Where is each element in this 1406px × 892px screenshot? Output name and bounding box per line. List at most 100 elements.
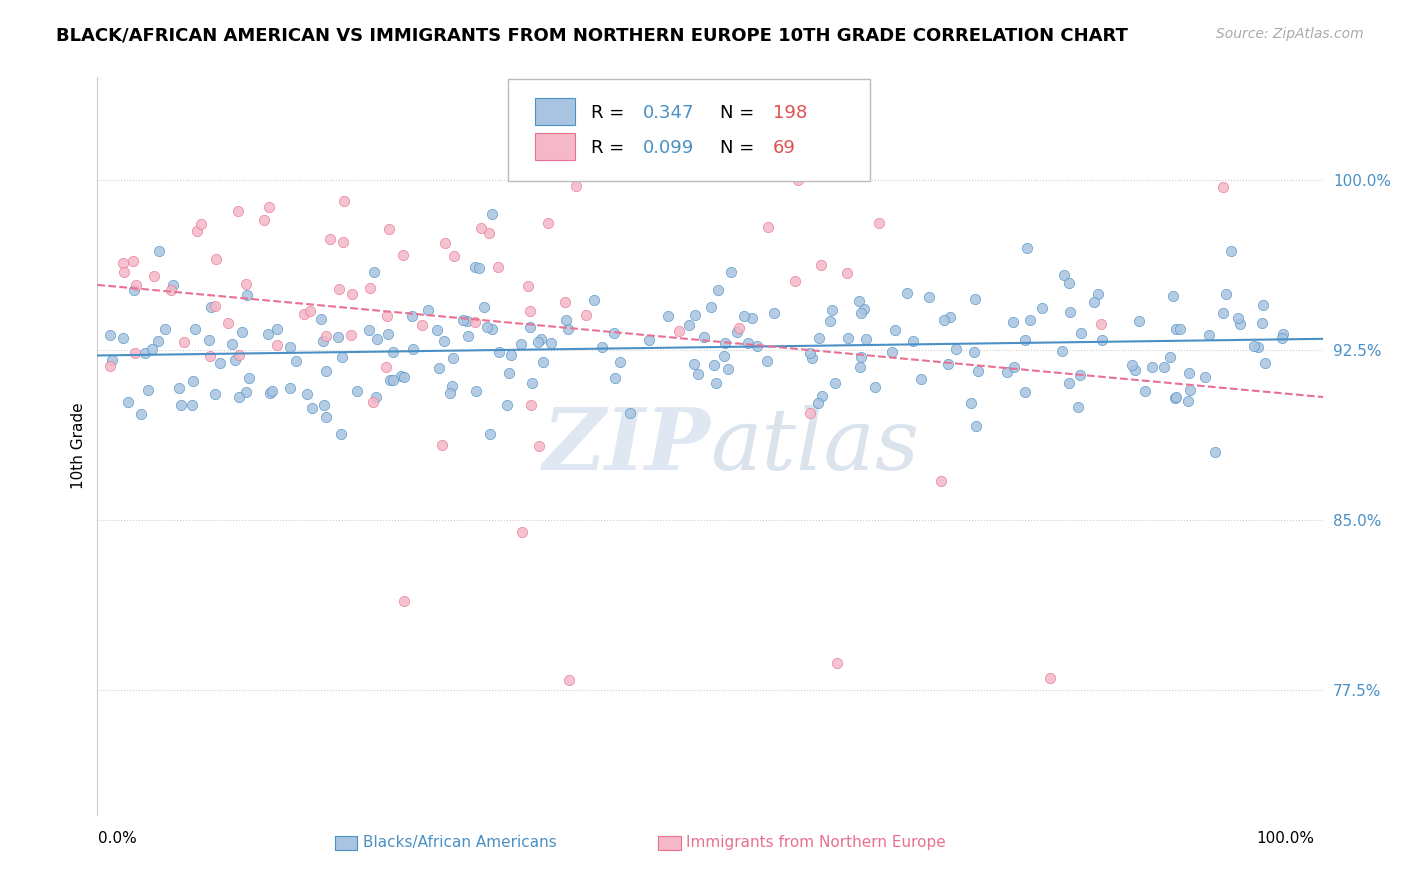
Point [1002,359,1025,374]
Point [312,334,335,349]
Point [1161,289,1184,303]
Text: Source: ZipAtlas.com: Source: ZipAtlas.com [1216,27,1364,41]
Point [361,395,384,409]
Point [112,264,135,278]
Point [540,335,562,350]
Point [1069,368,1091,383]
Point [1123,363,1146,377]
Point [896,286,918,301]
Point [565,179,588,194]
Point [745,339,768,353]
Point [488,345,510,359]
Point [509,337,531,351]
Point [378,222,401,236]
Point [285,354,308,368]
Point [1015,241,1038,255]
Point [381,344,404,359]
Text: 198: 198 [773,103,807,122]
Point [1053,268,1076,282]
Point [1204,444,1226,458]
Point [609,354,631,368]
Point [148,244,170,258]
Point [1059,305,1081,319]
Point [416,302,439,317]
Point [181,374,204,388]
Point [184,322,207,336]
Y-axis label: 10th Grade: 10th Grade [72,402,86,490]
Point [299,304,322,318]
Point [366,332,388,346]
Point [837,331,859,345]
Point [204,387,226,401]
Point [481,206,503,220]
Point [1059,376,1081,391]
Point [1159,351,1181,365]
Text: 0.0%: 0.0% [98,831,138,846]
Text: Immigrants from Northern Europe: Immigrants from Northern Europe [686,836,946,850]
Point [824,376,846,391]
Point [136,384,159,398]
Point [686,367,709,381]
Point [800,351,823,366]
Point [725,325,748,339]
Point [1212,180,1234,194]
Point [432,437,454,451]
Point [253,213,276,227]
Point [520,398,543,412]
Point [1243,339,1265,353]
Point [728,320,751,334]
Point [235,277,257,291]
Point [821,303,844,318]
Point [363,265,385,279]
Point [378,373,401,387]
Point [146,334,169,348]
Point [441,351,464,366]
Point [967,364,990,378]
Point [713,349,735,363]
Point [190,217,212,231]
Point [122,254,145,268]
Point [433,334,456,348]
Point [170,398,193,412]
Point [1198,328,1220,343]
Point [141,342,163,356]
Point [228,348,250,362]
Point [142,269,165,284]
Point [1019,312,1042,326]
Point [693,330,716,344]
Point [657,309,679,323]
Point [1254,356,1277,370]
Point [1014,384,1036,399]
Point [720,265,742,279]
Point [333,194,356,208]
Point [486,260,509,274]
Point [932,313,955,327]
Point [1163,391,1185,405]
Point [963,293,986,307]
Point [519,320,541,334]
Point [319,232,342,246]
Point [204,252,226,266]
Point [292,307,315,321]
Point [434,235,457,250]
Point [402,342,425,356]
Point [315,364,337,378]
Text: BLACK/AFRICAN AMERICAN VS IMMIGRANTS FROM NORTHERN EUROPE 10TH GRADE CORRELATION: BLACK/AFRICAN AMERICAN VS IMMIGRANTS FRO… [56,27,1128,45]
Point [501,347,523,361]
Point [159,283,181,297]
Point [297,386,319,401]
Point [228,390,250,404]
Point [763,306,786,320]
Point [1031,301,1053,316]
Point [181,398,204,412]
Text: R =: R = [592,139,630,157]
Point [1229,317,1251,331]
Point [1212,306,1234,320]
Point [173,334,195,349]
Point [811,389,834,403]
Point [810,258,832,272]
Point [330,427,353,442]
Point [377,327,399,342]
Point [301,401,323,415]
Point [554,313,576,327]
